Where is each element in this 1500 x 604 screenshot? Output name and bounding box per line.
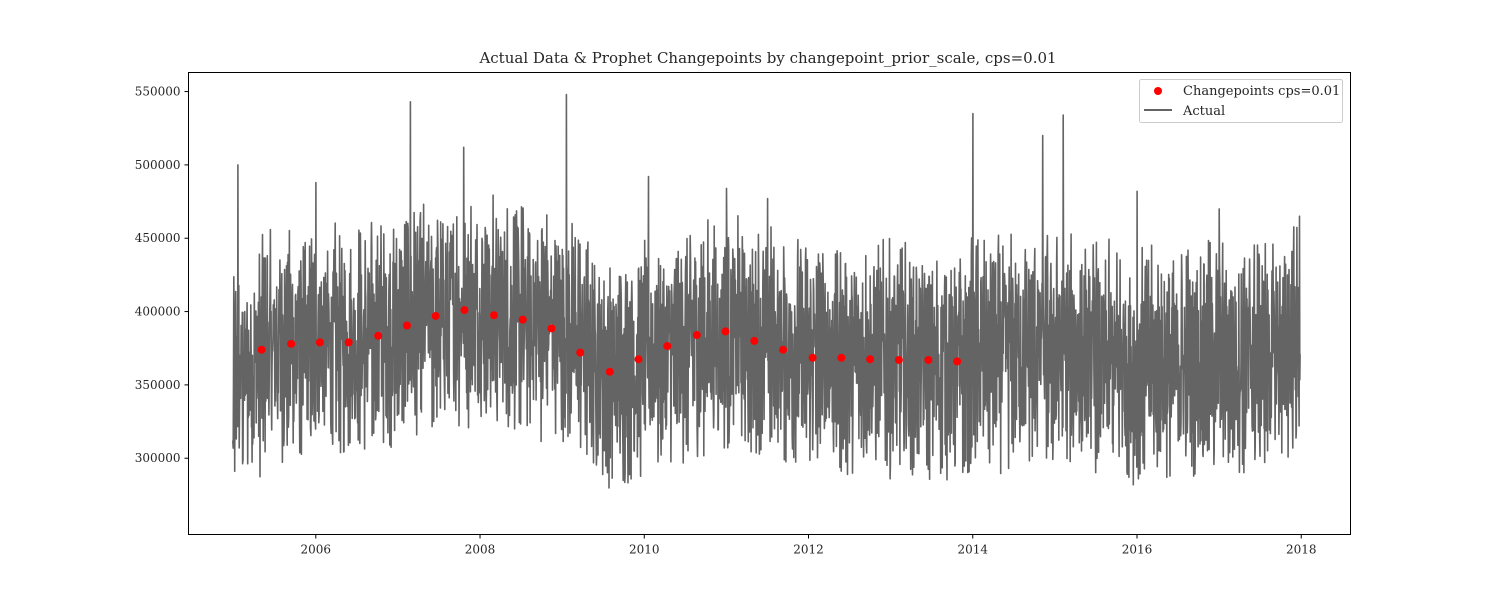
changepoint-marker bbox=[576, 348, 585, 357]
chart-title: Actual Data & Prophet Changepoints by ch… bbox=[478, 49, 1056, 67]
changepoint-marker bbox=[518, 315, 527, 324]
legend-box bbox=[1139, 79, 1343, 123]
changepoint-marker bbox=[460, 306, 469, 315]
x-tick-label: 2018 bbox=[1286, 543, 1317, 557]
x-tick-label: 2010 bbox=[629, 543, 660, 557]
changepoint-marker bbox=[808, 353, 817, 362]
changepoint-marker bbox=[692, 331, 701, 340]
changepoint-marker bbox=[866, 355, 875, 364]
changepoint-marker bbox=[837, 353, 846, 362]
changepoint-marker bbox=[721, 327, 730, 336]
x-tick-label: 2012 bbox=[793, 543, 824, 557]
changepoint-marker bbox=[924, 355, 933, 364]
x-tick-label: 2008 bbox=[465, 543, 496, 557]
changepoint-marker bbox=[431, 311, 440, 320]
changepoint-marker bbox=[374, 331, 383, 340]
series-actual bbox=[232, 93, 1301, 489]
x-tick-label: 2006 bbox=[301, 543, 332, 557]
legend-changepoints-label: Changepoints cps=0.01 bbox=[1183, 84, 1340, 99]
y-tick-label: 450000 bbox=[135, 231, 181, 245]
actual-line bbox=[232, 93, 1301, 489]
changepoint-marker bbox=[547, 324, 556, 333]
changepoint-marker bbox=[315, 338, 324, 347]
x-axis: 2006 2008 2010 2012 2014 2016 2018 bbox=[301, 534, 1317, 557]
y-tick-label: 350000 bbox=[135, 378, 181, 392]
changepoint-marker bbox=[402, 321, 411, 330]
changepoint-marker bbox=[779, 345, 788, 354]
changepoint-marker bbox=[663, 342, 672, 351]
y-axis: 300000 350000 400000 450000 500000 550000 bbox=[135, 85, 189, 465]
changepoint-marker bbox=[489, 311, 498, 320]
changepoint-marker bbox=[953, 357, 962, 366]
changepoint-marker bbox=[344, 338, 353, 347]
changepoint-marker bbox=[257, 345, 266, 354]
legend-actual-label: Actual bbox=[1182, 104, 1225, 119]
changepoint-marker bbox=[287, 339, 296, 348]
legend-changepoints-marker bbox=[1154, 87, 1162, 95]
y-tick-label: 550000 bbox=[135, 85, 181, 99]
changepoint-marker bbox=[634, 355, 643, 364]
series-changepoints bbox=[257, 306, 962, 376]
y-tick-label: 400000 bbox=[135, 305, 181, 319]
x-tick-label: 2014 bbox=[957, 543, 988, 557]
plot-frame bbox=[188, 72, 1351, 535]
y-tick-label: 300000 bbox=[135, 451, 181, 465]
y-tick-label: 500000 bbox=[135, 158, 181, 172]
changepoint-marker bbox=[894, 355, 903, 364]
legend: Changepoints cps=0.01 Actual bbox=[1139, 79, 1343, 123]
changepoint-marker bbox=[750, 336, 759, 345]
x-tick-label: 2016 bbox=[1122, 543, 1153, 557]
changepoint-marker bbox=[605, 367, 614, 376]
